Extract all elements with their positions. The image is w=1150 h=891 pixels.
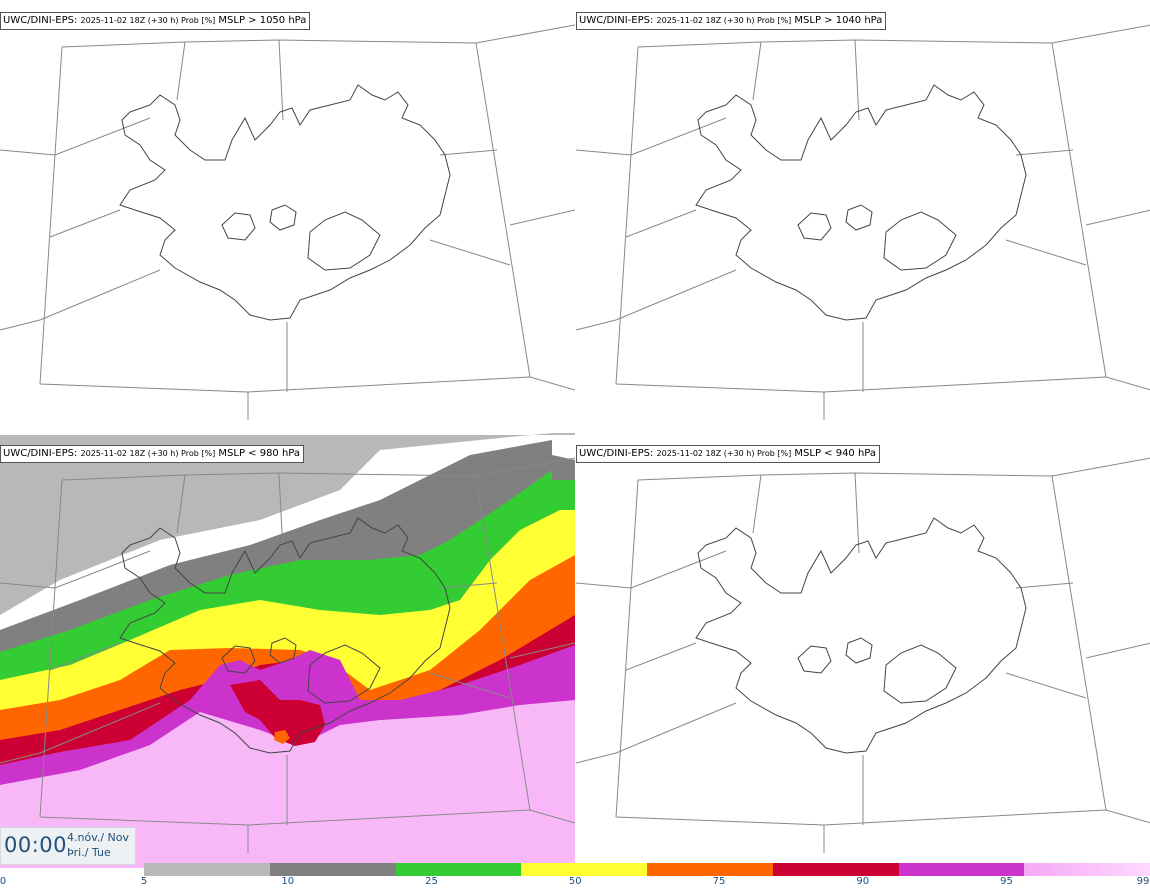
run-info: 2025-11-02 18Z (+30 h) Prob [%]	[80, 16, 216, 25]
map-panel-mslp-lt-980: UWC/DINI-EPS: 2025-11-02 18Z (+30 h) Pro…	[0, 433, 575, 868]
run-info: 2025-11-02 18Z (+30 h) Prob [%]	[80, 449, 216, 458]
run-info: 2025-11-02 18Z (+30 h) Prob [%]	[656, 449, 792, 458]
map-graticule	[576, 24, 1150, 420]
map-graticule	[0, 24, 575, 420]
panel-title: UWC/DINI-EPS: 2025-11-02 18Z (+30 h) Pro…	[0, 12, 311, 30]
model-name: UWC/DINI-EPS	[579, 448, 650, 459]
colorbar-tick-label: 95	[1000, 876, 1013, 887]
map-graticule	[576, 457, 1150, 853]
valid-weekday: Þri./ Tue	[67, 846, 111, 859]
variable-name: MSLP > 1040 hPa	[794, 15, 883, 26]
variable-name: MSLP < 940 hPa	[794, 448, 877, 459]
colorbar-swatch	[1024, 863, 1150, 876]
map-panel-mslp-lt-940: UWC/DINI-EPS: 2025-11-02 18Z (+30 h) Pro…	[576, 433, 1150, 868]
colorbar-tick-label: 75	[712, 876, 726, 887]
map-graticule	[0, 457, 575, 853]
prob-band-5	[0, 433, 575, 615]
colorbar-swatch	[269, 863, 396, 876]
map-canvas	[576, 24, 1150, 420]
run-info: 2025-11-02 18Z (+30 h) Prob [%]	[656, 16, 792, 25]
colorbar-swatch	[647, 863, 773, 876]
map-canvas	[576, 457, 1150, 853]
colorbar-tick-label: 25	[425, 876, 438, 887]
model-name: UWC/DINI-EPS	[3, 448, 74, 459]
iceland-coastline	[119, 84, 451, 321]
colorbar-tick-label: 50	[568, 876, 582, 887]
map-canvas	[0, 433, 575, 868]
model-name: UWC/DINI-EPS	[579, 15, 650, 26]
colorbar-tick-label: 90	[856, 876, 870, 887]
iceland-coastline	[119, 517, 451, 754]
valid-time: 00:00	[4, 833, 68, 857]
model-name: UWC/DINI-EPS	[3, 15, 74, 26]
colorbar-swatch	[898, 863, 1025, 876]
map-panel-mslp-gt-1040: UWC/DINI-EPS: 2025-11-02 18Z (+30 h) Pro…	[576, 0, 1150, 435]
colorbar-tick-label: 0	[0, 876, 7, 887]
colorbar-swatch	[144, 863, 270, 876]
colorbar-swatch	[395, 863, 522, 876]
iceland-coastline	[695, 84, 1027, 321]
prob-core-75	[274, 730, 290, 744]
valid-date: 4.nóv./ Nov	[67, 831, 130, 844]
map-canvas	[0, 24, 575, 420]
map-panel-mslp-gt-1050: UWC/DINI-EPS: 2025-11-02 18Z (+30 h) Pro…	[0, 0, 575, 435]
iceland-coastline	[695, 517, 1027, 754]
colorbar-ticks: 0 5 10 25 50 75 90 95 99	[0, 876, 1150, 891]
colorbar-swatch	[521, 863, 647, 876]
panel-title: UWC/DINI-EPS: 2025-11-02 18Z (+30 h) Pro…	[576, 12, 887, 30]
colorbar-tick-label: 99	[1136, 876, 1150, 887]
colorbar-swatch	[772, 863, 899, 876]
panel-title: UWC/DINI-EPS: 2025-11-02 18Z (+30 h) Pro…	[0, 445, 305, 463]
probability-colorbar	[144, 863, 1150, 876]
prob-core-90	[230, 680, 325, 746]
valid-time-box: 00:00 4.nóv./ Nov Þri./ Tue	[0, 827, 136, 865]
variable-name: MSLP > 1050 hPa	[218, 15, 307, 26]
variable-name: MSLP < 980 hPa	[218, 448, 301, 459]
colorbar-tick-label: 5	[140, 876, 148, 887]
panel-title: UWC/DINI-EPS: 2025-11-02 18Z (+30 h) Pro…	[576, 445, 881, 463]
colorbar-tick-label: 10	[281, 876, 295, 887]
